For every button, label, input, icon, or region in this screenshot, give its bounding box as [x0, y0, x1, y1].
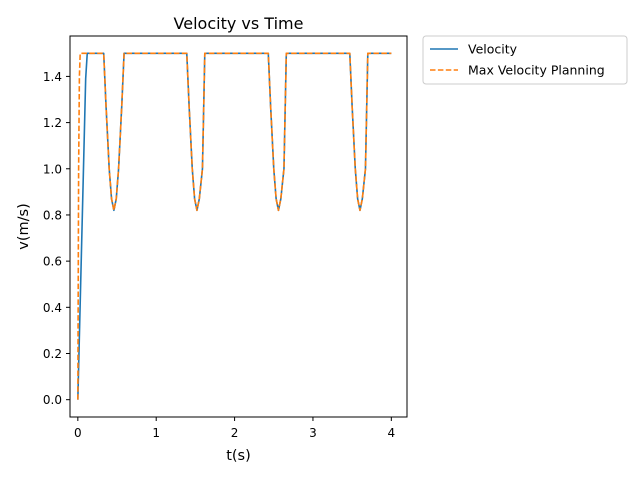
chart-title: Velocity vs Time [174, 14, 304, 33]
x-tick-label: 2 [231, 426, 239, 440]
x-tick-label: 1 [152, 426, 160, 440]
x-axis-ticks: 0 1 2 3 4 [74, 417, 395, 440]
x-axis-label: t(s) [226, 448, 251, 464]
legend-label-max-velocity-planning: Max Velocity Planning [468, 63, 605, 78]
y-axis-ticks: 0.0 0.2 0.4 0.6 0.8 1.0 1.2 1.4 [43, 70, 70, 407]
plot-area [69, 35, 408, 418]
y-tick-label: 0.2 [43, 347, 62, 361]
y-axis-label: v(m/s) [16, 203, 32, 249]
y-tick-label: 1.0 [43, 162, 62, 176]
x-tick-label: 3 [309, 426, 317, 440]
plot-frame [69, 35, 408, 418]
y-tick-label: 0.8 [43, 208, 62, 222]
legend-label-velocity: Velocity [468, 42, 518, 57]
legend: Velocity Max Velocity Planning [422, 35, 628, 85]
series-layer [77, 52, 392, 400]
y-tick-label: 0.6 [43, 255, 62, 269]
series-line-max-velocity-planning [77, 52, 392, 400]
y-tick-label: 0.0 [43, 393, 62, 407]
legend-frame [422, 35, 628, 85]
x-tick-label: 4 [388, 426, 396, 440]
y-tick-label: 0.4 [43, 301, 62, 315]
y-tick-label: 1.2 [43, 116, 62, 130]
x-tick-label: 0 [74, 426, 82, 440]
y-tick-label: 1.4 [43, 70, 62, 84]
